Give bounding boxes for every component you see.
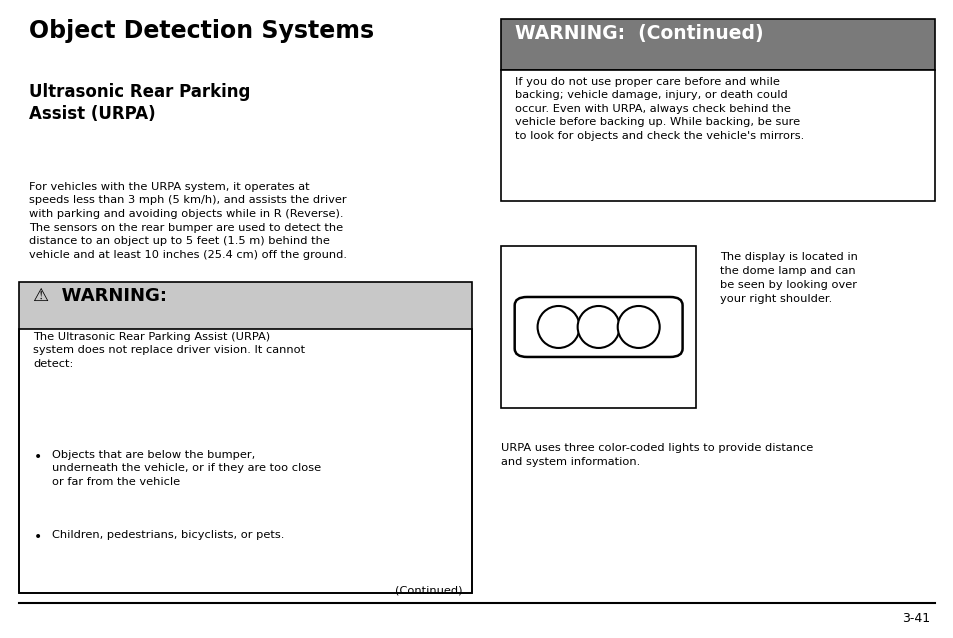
Text: 3-41: 3-41	[902, 612, 929, 625]
FancyBboxPatch shape	[19, 282, 472, 329]
Text: Object Detection Systems: Object Detection Systems	[29, 19, 374, 43]
FancyBboxPatch shape	[500, 246, 696, 408]
Text: Objects that are below the bumper,
underneath the vehicle, or if they are too cl: Objects that are below the bumper, under…	[52, 450, 321, 487]
Text: WARNING:  (Continued): WARNING: (Continued)	[515, 24, 763, 43]
Text: If you do not use proper care before and while
backing; vehicle damage, injury, : If you do not use proper care before and…	[515, 77, 803, 141]
Text: •: •	[33, 530, 42, 544]
Ellipse shape	[578, 306, 619, 348]
Text: The display is located in
the dome lamp and can
be seen by looking over
your rig: The display is located in the dome lamp …	[720, 252, 858, 304]
FancyBboxPatch shape	[19, 329, 472, 593]
Text: URPA uses three color-coded lights to provide distance
and system information.: URPA uses three color-coded lights to pr…	[500, 443, 812, 467]
Ellipse shape	[618, 306, 659, 348]
Ellipse shape	[537, 306, 578, 348]
Text: (Continued): (Continued)	[395, 586, 462, 596]
FancyBboxPatch shape	[500, 19, 934, 70]
Text: The Ultrasonic Rear Parking Assist (URPA)
system does not replace driver vision.: The Ultrasonic Rear Parking Assist (URPA…	[33, 332, 305, 369]
Text: Children, pedestrians, bicyclists, or pets.: Children, pedestrians, bicyclists, or pe…	[52, 530, 285, 540]
Text: •: •	[33, 450, 42, 464]
FancyBboxPatch shape	[500, 70, 934, 201]
Text: ⚠  WARNING:: ⚠ WARNING:	[33, 287, 167, 305]
Text: For vehicles with the URPA system, it operates at
speeds less than 3 mph (5 km/h: For vehicles with the URPA system, it op…	[29, 182, 346, 260]
Text: Ultrasonic Rear Parking
Assist (URPA): Ultrasonic Rear Parking Assist (URPA)	[29, 83, 250, 123]
FancyBboxPatch shape	[515, 297, 682, 357]
